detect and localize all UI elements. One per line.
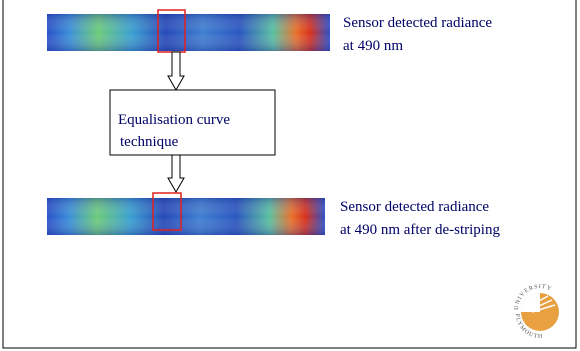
caption: Sensor detected radiance [343,15,492,31]
box-label: technique [120,134,179,150]
image-strip [47,193,325,235]
slide: Sensor detected radiance at 490 nm Equal… [0,0,580,351]
box-label: Equalisation curve [118,112,230,128]
slide-frame [3,0,576,348]
caption: at 490 nm [343,38,403,54]
university-logo: UNIVERSITY PLYMOUTH [514,284,559,340]
arrow [168,155,184,192]
caption: at 490 nm after de-striping [340,222,500,238]
arrow [168,52,184,90]
image-strip [47,10,330,52]
caption: Sensor detected radiance [340,199,489,215]
